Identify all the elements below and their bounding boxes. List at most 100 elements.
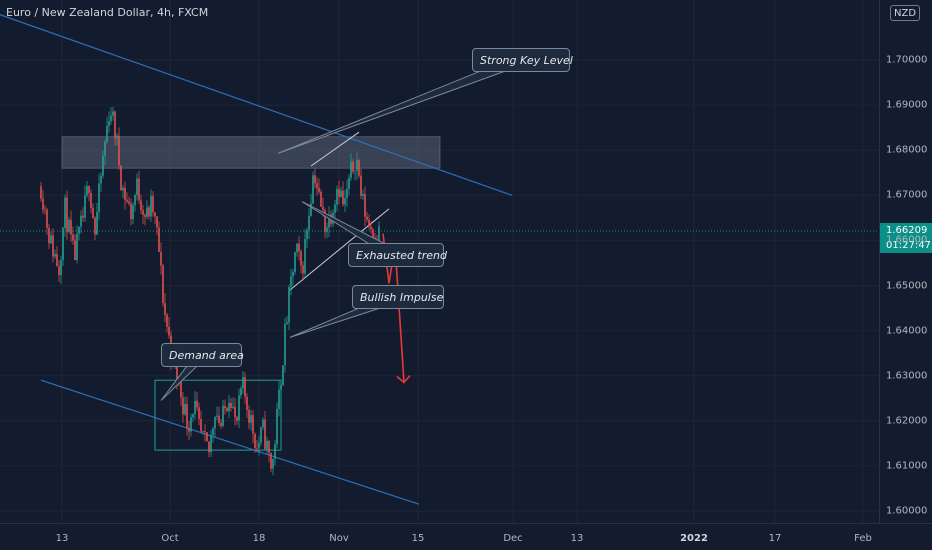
candle-body — [166, 314, 168, 327]
candle-body — [164, 303, 166, 315]
time-tick-label: Dec — [503, 533, 523, 544]
candle-body — [108, 121, 110, 126]
candle-body — [314, 175, 316, 184]
candle-body — [70, 219, 72, 235]
candle-body — [370, 226, 372, 230]
candle-body — [360, 175, 362, 196]
callout-label[interactable]: Strong Key Level — [472, 48, 573, 72]
symbol-title[interactable]: Euro / New Zealand Dollar, 4h, FXCM — [6, 6, 209, 19]
candle-body — [272, 458, 274, 469]
candle-body — [44, 209, 46, 211]
current-price-value: 1.66209 — [886, 225, 928, 236]
candle-body — [324, 210, 326, 232]
candle-body — [304, 239, 306, 274]
candle-body — [262, 419, 264, 428]
candle-body — [134, 195, 136, 206]
candle-body — [102, 155, 104, 176]
candle-body — [154, 212, 156, 217]
price-tick-label: 1.65000 — [886, 280, 928, 291]
candle-body — [56, 254, 58, 267]
candle-body — [290, 276, 292, 287]
time-tick-label: 13 — [570, 533, 584, 544]
candle-body — [132, 205, 134, 220]
candle-body — [112, 111, 114, 116]
candle-body — [72, 234, 74, 241]
key-level-zone — [61, 136, 441, 169]
candle-body — [168, 326, 170, 336]
candle-body — [356, 159, 358, 171]
candle-body — [160, 252, 162, 266]
candle-body — [60, 259, 62, 276]
callout-label[interactable]: Demand area — [161, 343, 244, 367]
candle-body — [140, 200, 142, 211]
price-tick-label: 1.61000 — [886, 460, 928, 472]
candle-body — [302, 265, 304, 274]
candle-body — [232, 406, 234, 408]
candle-body — [354, 170, 356, 172]
candle-body — [142, 210, 144, 215]
candle-body — [150, 196, 152, 217]
candle-body — [148, 207, 150, 217]
candle-body — [230, 402, 232, 408]
bar-countdown: 01:27:47 — [886, 240, 931, 251]
candle-body — [122, 187, 124, 191]
candle-body — [346, 188, 348, 199]
candle-body — [96, 212, 98, 235]
candle-body — [104, 141, 106, 156]
candle-body — [222, 405, 224, 426]
time-tick-label: 2022 — [680, 533, 708, 544]
candle-body — [220, 423, 222, 426]
candle-body — [236, 417, 238, 421]
candle-body — [186, 404, 188, 428]
candle-body — [86, 186, 88, 196]
candle-body — [184, 404, 186, 415]
candle-body — [278, 389, 280, 410]
candle-body — [52, 235, 54, 257]
candle-body — [156, 216, 158, 228]
candle-body — [266, 440, 268, 450]
candle-body — [182, 397, 184, 415]
candle-body — [378, 226, 380, 244]
candle-body — [308, 215, 310, 230]
candle-body — [158, 227, 160, 253]
candle-body — [152, 196, 154, 213]
candle-body — [196, 400, 198, 408]
candle-body — [100, 175, 102, 184]
time-tick-label: 15 — [411, 533, 425, 544]
candle-body — [352, 161, 354, 172]
candle-body — [318, 188, 320, 192]
candle-body — [110, 115, 112, 122]
candle-body — [282, 365, 284, 386]
candle-body — [270, 453, 272, 469]
candle-body — [342, 190, 344, 205]
candle-body — [244, 377, 246, 397]
candle-body — [280, 385, 282, 390]
candle-body — [48, 227, 50, 244]
time-tick-label: Oct — [161, 533, 179, 544]
trendline-rising-lower — [289, 208, 390, 291]
candle-body — [146, 207, 148, 217]
candle-body — [240, 388, 242, 396]
candle-body — [46, 209, 48, 228]
currency-badge[interactable]: NZD — [890, 5, 920, 21]
price-tick-label: 1.67000 — [886, 189, 928, 201]
candle-body — [74, 240, 76, 261]
candle-body — [364, 194, 366, 217]
candle-body — [368, 219, 370, 227]
forecast-arrowhead — [396, 374, 411, 384]
candle-body — [336, 188, 338, 205]
callout-label[interactable]: Exhausted trend — [348, 243, 447, 267]
candle-body — [90, 192, 92, 209]
callout-label[interactable]: Bullish Impulse — [352, 285, 444, 309]
candle-body — [286, 322, 288, 325]
candle-body — [310, 203, 312, 216]
candle-body — [358, 159, 360, 176]
candle-body — [218, 415, 220, 424]
candle-body — [194, 400, 196, 415]
candle-body — [234, 406, 236, 418]
candle-body — [274, 444, 276, 459]
candle-body — [80, 215, 82, 227]
candle-body — [206, 432, 208, 442]
